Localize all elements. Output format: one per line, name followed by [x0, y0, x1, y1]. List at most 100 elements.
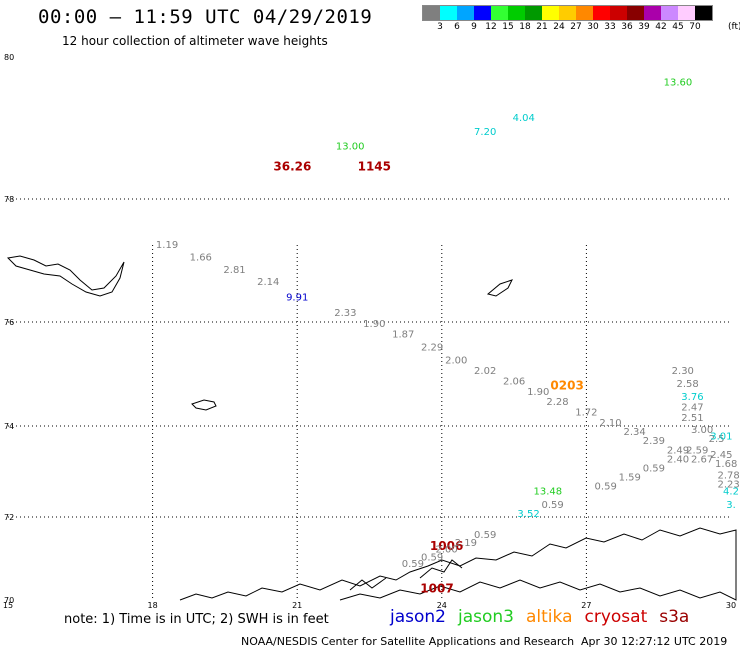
legend-swatch	[695, 6, 712, 20]
generated-timestamp: Apr 30 12:27:12 UTC 2019	[581, 635, 728, 648]
wave-height-label: 2.39	[643, 436, 665, 447]
x-tick-label: 27	[581, 601, 591, 610]
legend-swatch	[508, 6, 525, 20]
wave-height-label: 13.60	[664, 77, 693, 88]
wave-height-label: 2.5	[709, 434, 725, 445]
wave-height-label: 2.33	[334, 308, 356, 319]
wave-height-label: 0203	[550, 379, 583, 393]
legend-swatch	[593, 6, 610, 20]
legend-swatch	[525, 6, 542, 20]
satellite-legend-item: s3a	[659, 607, 690, 627]
x-tick-label: 18	[148, 601, 158, 610]
legend-label: 36	[621, 22, 633, 32]
satellite-legend: jason2 jason3 altika cryosat s3a	[390, 607, 701, 627]
wave-height-label: 2.00	[445, 356, 467, 367]
wave-height-label: 0.59	[595, 482, 617, 493]
legend-swatch	[661, 6, 678, 20]
y-tick-label: 76	[4, 318, 14, 327]
wave-height-label: 3.	[726, 500, 736, 511]
wave-height-label: 2.49	[667, 445, 689, 456]
data-labels: 9.91 13.60 13.00 13.48 0203 36.26 1145 1006 1007…	[156, 77, 740, 595]
wave-height-label: 2.34	[623, 427, 645, 438]
wave-height-label: 2.19	[455, 538, 477, 549]
y-tick-label: 78	[4, 195, 14, 204]
legend-swatch	[627, 6, 644, 20]
wave-height-label: 2.58	[676, 379, 698, 390]
wave-height-label: 2.67	[691, 454, 713, 465]
island-outline-svalbard	[6, 255, 125, 297]
legend-swatch	[440, 6, 457, 20]
wave-height-label: 3.01	[710, 432, 732, 443]
y-tick-label: 72	[4, 513, 14, 522]
wave-height-label: 4.2	[723, 486, 739, 497]
wave-height-label: 2.23	[717, 479, 739, 490]
legend-label: 18	[519, 22, 531, 32]
wave-height-label: 3.52	[517, 509, 539, 520]
legend-label: 33	[604, 22, 616, 32]
wave-height-label: 2.45	[710, 450, 732, 461]
wave-height-label: 2.81	[223, 265, 245, 276]
legend-label: 12	[485, 22, 497, 32]
island-outline-small	[191, 399, 217, 411]
wave-height-label: 7.20	[474, 127, 496, 138]
legend-label: 42	[655, 22, 667, 32]
legend-swatch	[610, 6, 627, 20]
wave-height-label: 0.59	[643, 464, 665, 475]
legend-swatch	[423, 6, 440, 20]
y-tick-label: 80	[4, 53, 14, 62]
wave-height-label: 2.00	[435, 544, 457, 555]
legend-label: 27	[570, 22, 582, 32]
legend-label: 39	[638, 22, 650, 32]
wave-height-label: 1007	[420, 582, 453, 596]
legend-swatch	[491, 6, 508, 20]
island-outline-elongated	[486, 279, 513, 297]
grid-lines	[8, 198, 731, 600]
wave-height-label: 13.00	[336, 141, 365, 152]
wave-height-label: 2.51	[681, 413, 703, 424]
x-tick-label: 15	[3, 601, 13, 610]
wave-height-label: 1145	[358, 160, 391, 174]
y-tick-label: 70	[4, 596, 14, 605]
legend-swatch	[542, 6, 559, 20]
color-scale-legend	[422, 5, 713, 21]
satellite-legend-item: cryosat	[584, 607, 648, 627]
wave-height-label: 2.29	[421, 343, 443, 354]
wave-height-label: 2.06	[503, 376, 525, 387]
wave-height-label: 2.02	[474, 366, 496, 377]
wave-height-label: 1.66	[190, 253, 212, 264]
wave-height-label: 2.30	[672, 366, 694, 377]
wave-height-label: 13.48	[534, 486, 563, 497]
wave-height-label: 2.40	[667, 454, 689, 465]
wave-height-label: 0.59	[402, 559, 424, 570]
wave-height-label: 2.59	[686, 445, 708, 456]
y-tick-label: 74	[4, 422, 14, 431]
x-tick-label: 24	[437, 601, 447, 610]
legend-label: 3	[437, 22, 443, 32]
satellite-legend-item: altika	[526, 607, 573, 627]
x-tick-label: 21	[292, 601, 302, 610]
chart-title: 00:00 – 11:59 UTC 04/29/2019	[38, 6, 373, 28]
legend-swatch	[678, 6, 695, 20]
wave-height-label: 2.78	[717, 470, 739, 481]
wave-height-label: 1.90	[363, 319, 385, 330]
chart-subtitle: 12 hour collection of altimeter wave hei…	[62, 34, 328, 48]
legend-label: 6	[454, 22, 460, 32]
legend-label: 24	[553, 22, 565, 32]
legend-label: 45	[672, 22, 684, 32]
wave-height-label: 9.91	[286, 292, 308, 303]
wave-height-label: 1.68	[715, 459, 737, 470]
color-scale-labels: 3 6 9 12 15 18 21 24 27 30 33 36 39 42 45 70	[422, 22, 740, 34]
satellite-legend-item: jason3	[458, 607, 514, 627]
legend-swatch	[576, 6, 593, 20]
wave-height-label: 2.14	[257, 277, 279, 288]
legend-swatch	[474, 6, 491, 20]
footnote: note: 1) Time is in UTC; 2) SWH is in fe…	[64, 612, 329, 627]
coastline-norway	[179, 527, 737, 601]
wave-height-label: 3.76	[681, 392, 703, 403]
credit-line: NOAA/NESDIS Center for Satellite Applica…	[241, 635, 575, 648]
wave-height-label: 0.59	[474, 530, 496, 541]
wave-height-label: 2.10	[599, 418, 621, 429]
wave-height-label: 1.59	[619, 473, 641, 484]
legend-label: 30	[587, 22, 599, 32]
wave-height-label: 2.28	[546, 397, 568, 408]
